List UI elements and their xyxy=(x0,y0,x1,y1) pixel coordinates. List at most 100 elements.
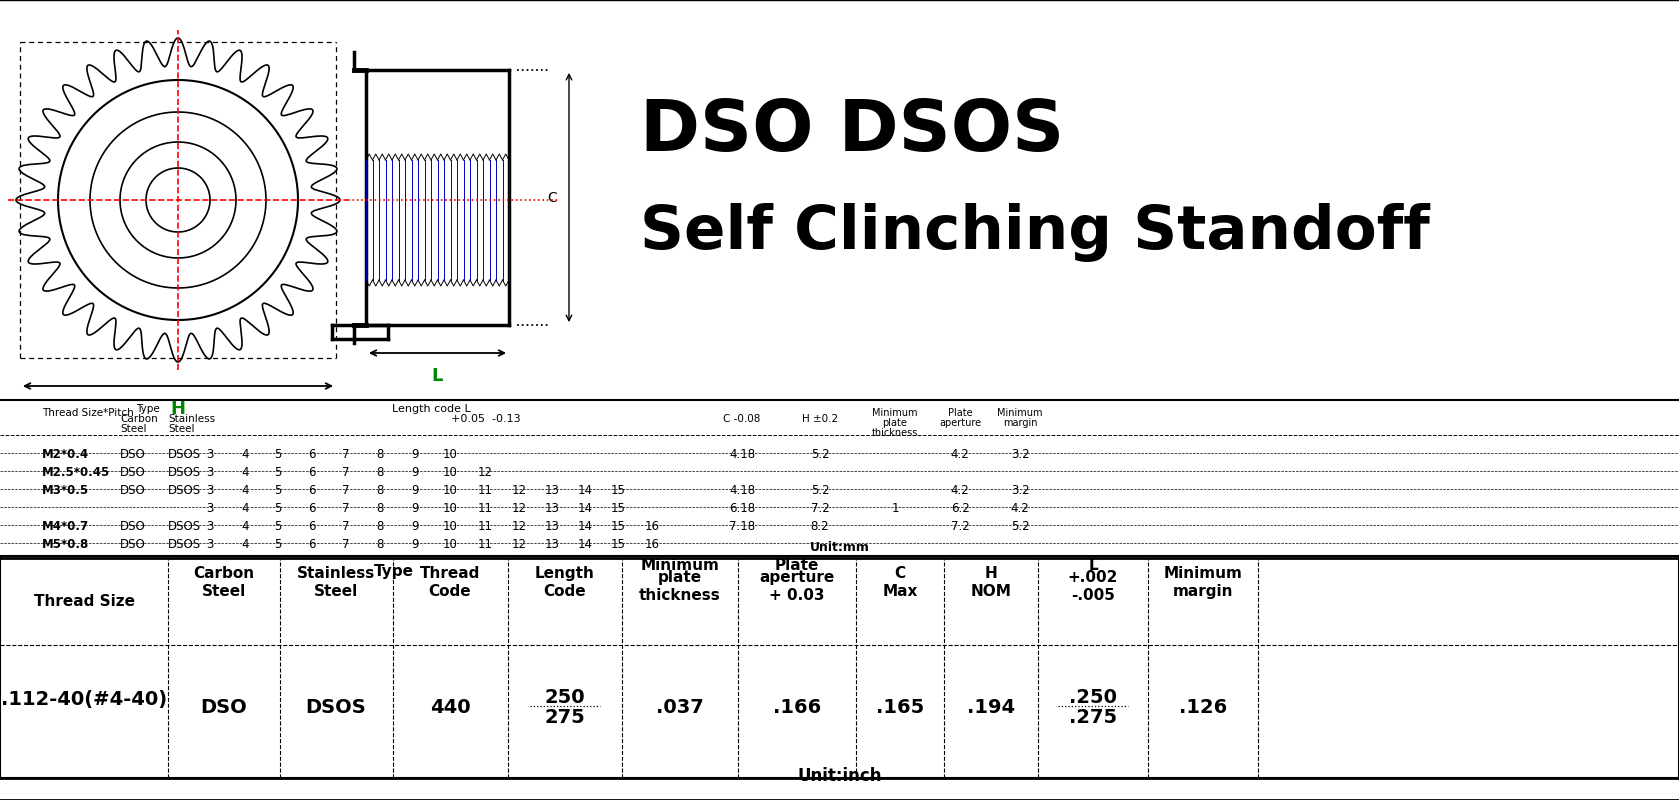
Text: 3: 3 xyxy=(207,538,213,551)
Text: M2.5*0.45: M2.5*0.45 xyxy=(42,466,111,479)
Text: 6: 6 xyxy=(309,538,316,551)
Text: Plate: Plate xyxy=(774,558,819,573)
Text: 4: 4 xyxy=(242,466,248,479)
Text: 8: 8 xyxy=(376,448,384,461)
Text: Steel: Steel xyxy=(314,584,358,599)
Text: 7.2: 7.2 xyxy=(950,520,969,533)
Text: DSO: DSO xyxy=(200,698,247,717)
Text: margin: margin xyxy=(1172,584,1234,599)
Text: Thread: Thread xyxy=(420,566,480,581)
Text: 4.18: 4.18 xyxy=(729,484,756,497)
Text: +.002: +.002 xyxy=(1068,570,1118,585)
Text: 8: 8 xyxy=(376,520,384,533)
Text: 7: 7 xyxy=(343,502,349,515)
Text: 16: 16 xyxy=(645,538,660,551)
Text: plate: plate xyxy=(883,418,907,428)
Text: 10: 10 xyxy=(443,448,457,461)
Text: 275: 275 xyxy=(544,708,586,727)
Text: NOM: NOM xyxy=(970,584,1011,599)
Text: 12: 12 xyxy=(512,502,527,515)
Text: 3.2: 3.2 xyxy=(1011,484,1029,497)
Text: 6: 6 xyxy=(309,502,316,515)
Text: Thread Size*Pitch: Thread Size*Pitch xyxy=(42,408,134,418)
Text: 13: 13 xyxy=(544,538,559,551)
Text: 5: 5 xyxy=(274,484,282,497)
Text: 5: 5 xyxy=(274,520,282,533)
Text: 7: 7 xyxy=(343,538,349,551)
Text: 6.18: 6.18 xyxy=(729,502,756,515)
Text: DSO: DSO xyxy=(119,484,146,497)
Text: 3: 3 xyxy=(207,520,213,533)
Text: 5.2: 5.2 xyxy=(811,448,829,461)
Text: 4: 4 xyxy=(242,538,248,551)
Text: 14: 14 xyxy=(578,484,593,497)
Text: DSOS: DSOS xyxy=(168,466,201,479)
Text: Type: Type xyxy=(136,404,160,414)
Text: Code: Code xyxy=(544,584,586,599)
Text: margin: margin xyxy=(1002,418,1038,428)
Text: .250: .250 xyxy=(1070,688,1117,707)
Text: 9: 9 xyxy=(411,484,418,497)
Text: H: H xyxy=(984,566,997,581)
Text: Length code L: Length code L xyxy=(391,404,470,414)
Text: 6.2: 6.2 xyxy=(950,502,969,515)
Text: + 0.03: + 0.03 xyxy=(769,588,824,603)
Text: 4: 4 xyxy=(242,448,248,461)
Text: DSO: DSO xyxy=(119,538,146,551)
Text: H: H xyxy=(171,400,185,418)
Text: 9: 9 xyxy=(411,520,418,533)
Text: DSOS: DSOS xyxy=(306,698,366,717)
Text: 9: 9 xyxy=(411,466,418,479)
Text: 5: 5 xyxy=(274,502,282,515)
Text: Code: Code xyxy=(428,584,472,599)
Text: 9: 9 xyxy=(411,502,418,515)
Text: H ±0.2: H ±0.2 xyxy=(803,414,838,424)
Text: 250: 250 xyxy=(544,688,586,707)
Text: 4: 4 xyxy=(242,520,248,533)
Text: M5*0.8: M5*0.8 xyxy=(42,538,89,551)
Text: DSO DSOS: DSO DSOS xyxy=(640,98,1064,166)
Text: Minimum: Minimum xyxy=(873,408,918,418)
Text: 7: 7 xyxy=(343,520,349,533)
Text: 15: 15 xyxy=(611,538,626,551)
Text: 12: 12 xyxy=(512,520,527,533)
Text: 8: 8 xyxy=(376,538,384,551)
Text: Unit:inch: Unit:inch xyxy=(798,767,881,785)
Text: DSO: DSO xyxy=(119,520,146,533)
Text: 10: 10 xyxy=(443,538,457,551)
Text: 4: 4 xyxy=(242,502,248,515)
Text: 3: 3 xyxy=(207,502,213,515)
Text: 7: 7 xyxy=(343,448,349,461)
Text: Minimum: Minimum xyxy=(997,408,1043,418)
Text: DSO: DSO xyxy=(119,448,146,461)
Text: 7.18: 7.18 xyxy=(729,520,756,533)
Text: 10: 10 xyxy=(443,502,457,515)
Text: 10: 10 xyxy=(443,466,457,479)
Text: +0.05  -0.13: +0.05 -0.13 xyxy=(452,414,520,424)
Text: 10: 10 xyxy=(443,520,457,533)
Text: C: C xyxy=(547,190,557,205)
Text: 4.18: 4.18 xyxy=(729,448,756,461)
Text: 3: 3 xyxy=(207,484,213,497)
Text: 3: 3 xyxy=(207,466,213,479)
Text: .126: .126 xyxy=(1179,698,1227,717)
Text: 13: 13 xyxy=(544,520,559,533)
Text: 8.2: 8.2 xyxy=(811,520,829,533)
Text: Plate: Plate xyxy=(947,408,972,418)
Text: Steel: Steel xyxy=(201,584,247,599)
Text: 12: 12 xyxy=(477,466,492,479)
Text: plate: plate xyxy=(658,570,702,585)
Text: Stainless: Stainless xyxy=(168,414,215,424)
Text: .194: .194 xyxy=(967,698,1016,717)
Text: 14: 14 xyxy=(578,538,593,551)
Text: M4*0.7: M4*0.7 xyxy=(42,520,89,533)
Text: Type: Type xyxy=(374,564,415,579)
Text: 7: 7 xyxy=(343,466,349,479)
Text: 5.2: 5.2 xyxy=(1011,520,1029,533)
Text: C -0.08: C -0.08 xyxy=(724,414,761,424)
Text: 1: 1 xyxy=(892,502,898,515)
Text: 11: 11 xyxy=(477,520,492,533)
Text: .275: .275 xyxy=(1070,708,1117,727)
Text: 14: 14 xyxy=(578,520,593,533)
Text: 11: 11 xyxy=(477,484,492,497)
